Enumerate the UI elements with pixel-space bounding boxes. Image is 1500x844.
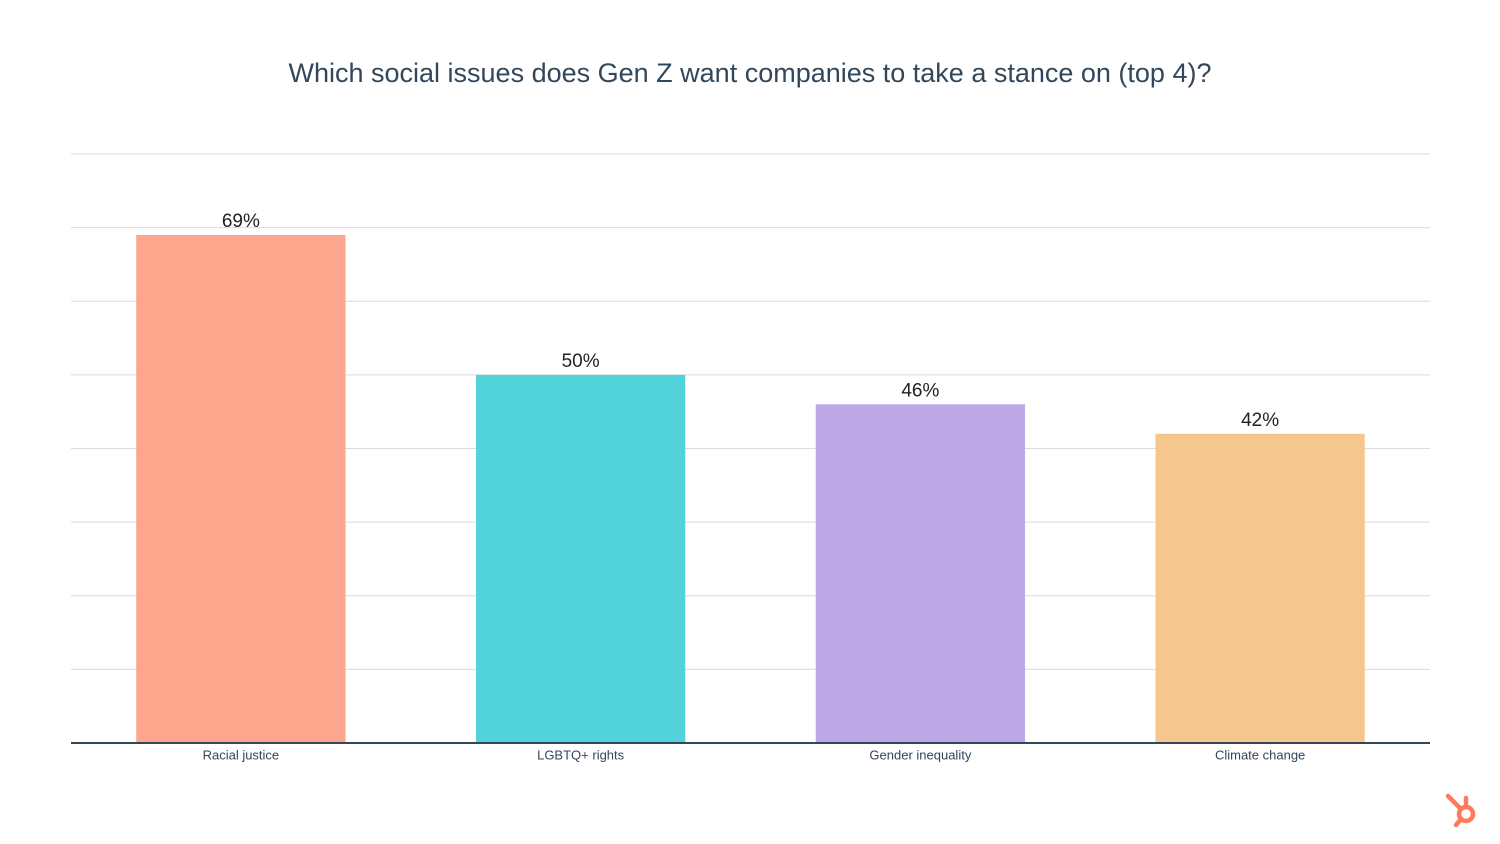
value-label: 42% (1241, 410, 1279, 431)
value-label: 46% (901, 380, 939, 401)
chart-title: Which social issues does Gen Z want comp… (289, 58, 1212, 88)
logo-arm (1453, 816, 1464, 828)
value-label: 69% (222, 211, 260, 232)
bar (815, 404, 1026, 743)
x-tick-label: Racial justice (203, 747, 280, 762)
bar (136, 234, 346, 744)
bar (1155, 433, 1365, 743)
hubspot-logo (1445, 793, 1476, 828)
x-tick-label: LGBTQ+ rights (537, 747, 625, 762)
x-tick-label: Gender inequality (869, 747, 971, 762)
x-tick-label: Climate change (1215, 747, 1305, 762)
value-label: 50% (562, 351, 600, 372)
bar (475, 374, 686, 743)
logo-arm (1445, 793, 1464, 812)
